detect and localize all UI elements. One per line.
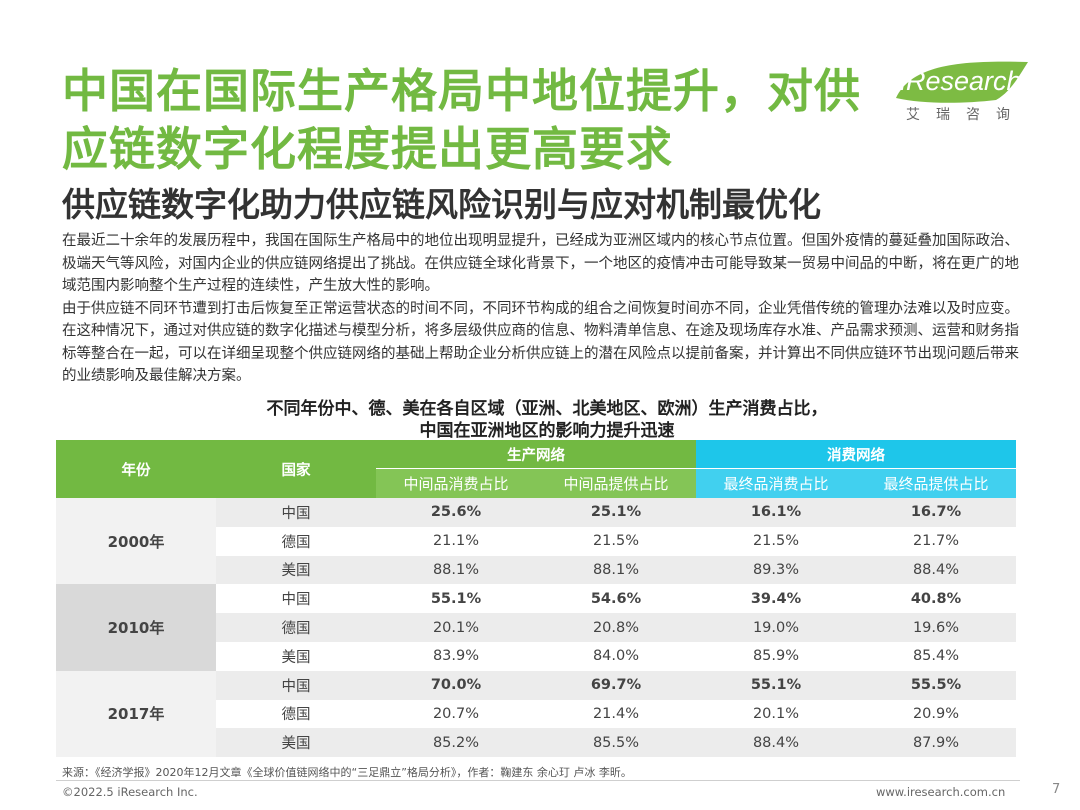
body-paragraph-1: 在最近二十余年的发展历程中，我国在国际生产格局中的地位出现明显提升，已经成为亚洲… — [62, 233, 1019, 294]
country-cell: 中国 — [216, 498, 376, 527]
country-cell: 德国 — [216, 613, 376, 642]
value-cell: 85.5% — [536, 728, 696, 758]
value-cell: 20.8% — [536, 613, 696, 642]
page-title-line-2: 应链数字化程度提出更高要求 — [62, 122, 673, 176]
value-cell: 88.1% — [376, 555, 536, 585]
source-note: 来源：《经济学报》2020年12月文章《全球价值链网络中的“三足鼎立”格局分析》… — [62, 766, 632, 779]
value-cell: 40.8% — [856, 584, 1016, 614]
value-cell: 84.0% — [536, 641, 696, 671]
table-row: 2017年 中国 70.0% 69.7% 55.1% 55.5% — [56, 670, 1016, 758]
iresearch-logo: iResearch 艾瑞咨询 — [892, 58, 1032, 124]
country-cell: 中国 — [216, 584, 376, 614]
country-cell: 中国 — [216, 670, 376, 700]
header-intermediate-consumption: 中间品消费占比 — [376, 468, 536, 498]
value-cell: 20.9% — [856, 699, 1016, 729]
value-cell: 69.7% — [536, 670, 696, 700]
value-cell: 88.4% — [856, 555, 1016, 585]
table-title-line-2: 中国在亚洲地区的影响力提升迅速 — [419, 421, 675, 441]
value-cell: 88.4% — [696, 728, 856, 758]
table-title: 不同年份中、德、美在各自区域（亚洲、北美地区、欧洲）生产消费占比， 中国在亚洲地… — [62, 398, 1032, 442]
value-cell: 20.1% — [376, 613, 536, 642]
value-cell: 21.7% — [856, 526, 1016, 556]
value-cell: 19.6% — [856, 613, 1016, 642]
table-row: 德国 20.1% 20.8% 19.0% 19.6% — [56, 613, 1016, 642]
header-year: 年份 — [56, 440, 216, 498]
value-cell: 16.7% — [856, 498, 1016, 527]
section-subtitle: 供应链数字化助力供应链风险识别与应对机制最优化 — [62, 185, 821, 224]
body-paragraph-2: 由于供应链不同环节遭到打击后恢复至正常运营状态的时间不同，不同环节构成的组合之间… — [62, 300, 1019, 385]
header-intermediate-supply: 中间品提供占比 — [536, 468, 696, 498]
value-cell: 89.3% — [696, 555, 856, 585]
footer-divider — [56, 780, 1020, 781]
value-cell: 20.7% — [376, 699, 536, 729]
country-cell: 德国 — [216, 526, 376, 556]
value-cell: 55.1% — [376, 584, 536, 614]
table-row: 美国 88.1% 88.1% 89.3% 88.4% — [56, 555, 1016, 585]
value-cell: 88.1% — [536, 555, 696, 585]
body-text: 在最近二十余年的发展历程中，我国在国际生产格局中的地位出现明显提升，已经成为亚洲… — [62, 230, 1032, 388]
website-link[interactable]: www.iresearch.com.cn — [876, 785, 1006, 799]
value-cell: 25.1% — [536, 498, 696, 527]
value-cell: 55.1% — [696, 670, 856, 700]
logo-brand-text: iResearch — [900, 66, 1022, 96]
value-cell: 85.9% — [696, 641, 856, 671]
header-final-supply: 最终品提供占比 — [856, 468, 1016, 498]
value-cell: 16.1% — [696, 498, 856, 527]
copyright: ©2022.5 iResearch Inc. — [62, 785, 198, 799]
table-row: 美国 83.9% 84.0% 85.9% 85.4% — [56, 641, 1016, 671]
year-cell: 2010年 — [56, 584, 216, 671]
year-cell: 2000年 — [56, 498, 216, 585]
value-cell: 19.0% — [696, 613, 856, 642]
table-title-line-1: 不同年份中、德、美在各自区域（亚洲、北美地区、欧洲）生产消费占比， — [266, 399, 828, 419]
value-cell: 54.6% — [536, 584, 696, 614]
logo-swoosh-icon — [896, 61, 1028, 103]
value-cell: 83.9% — [376, 641, 536, 671]
logo-brand-cn-text: 艾瑞咨询 — [906, 107, 1026, 123]
value-cell: 21.4% — [536, 699, 696, 729]
country-cell: 美国 — [216, 555, 376, 585]
header-production-network: 生产网络 — [376, 440, 696, 469]
country-cell: 美国 — [216, 728, 376, 758]
value-cell: 70.0% — [376, 670, 536, 700]
table-row: 美国 85.2% 85.5% 88.4% 87.9% — [56, 728, 1016, 758]
table-row: 德国 20.7% 21.4% 20.1% 20.9% — [56, 699, 1016, 729]
value-cell: 39.4% — [696, 584, 856, 614]
year-cell: 2017年 — [56, 670, 216, 758]
table-row: 德国 21.1% 21.5% 21.5% 21.7% — [56, 526, 1016, 556]
value-cell: 20.1% — [696, 699, 856, 729]
header-country: 国家 — [216, 440, 376, 498]
value-cell: 25.6% — [376, 498, 536, 527]
header-final-consumption: 最终品消费占比 — [696, 468, 856, 498]
country-cell: 德国 — [216, 699, 376, 729]
value-cell: 87.9% — [856, 728, 1016, 758]
page-title: 中国在国际生产格局中地位提升，对供 应链数字化程度提出更高要求 — [62, 62, 882, 178]
country-cell: 美国 — [216, 641, 376, 671]
table-row: 2010年 中国 55.1% 54.6% 39.4% 40.8% — [56, 584, 1016, 671]
table-row: 2000年 中国 25.6% 25.1% 16.1% 16.7% — [56, 498, 1016, 585]
value-cell: 85.2% — [376, 728, 536, 758]
value-cell: 55.5% — [856, 670, 1016, 700]
header-consumption-network: 消费网络 — [696, 440, 1016, 469]
page-number: 7 — [1052, 782, 1061, 797]
share-table: 年份 国家 生产网络 消费网络 中间品消费占比 中间品提供占比 最终品消费占比 … — [56, 440, 1016, 758]
value-cell: 21.5% — [536, 526, 696, 556]
value-cell: 21.1% — [376, 526, 536, 556]
value-cell: 21.5% — [696, 526, 856, 556]
value-cell: 85.4% — [856, 641, 1016, 671]
page-title-line-1: 中国在国际生产格局中地位提升，对供 — [62, 64, 861, 118]
